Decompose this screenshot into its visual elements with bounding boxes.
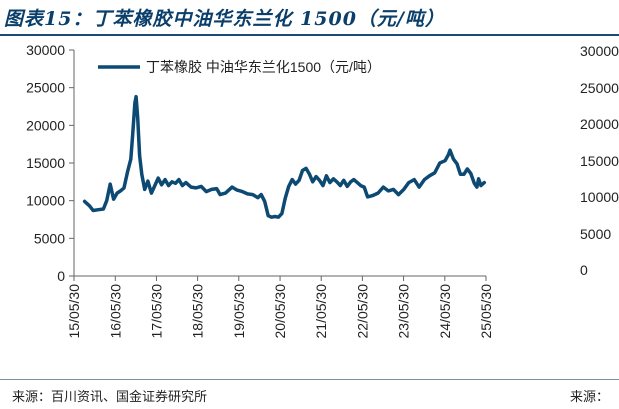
adjacent-chart-axis: 30000 25000 20000 15000 10000 5000 0: [580, 43, 619, 283]
y-tick-label: 20000: [26, 117, 65, 133]
adjacent-axis-label: 0: [580, 262, 588, 278]
x-tick-label: 22/05/30: [354, 284, 370, 339]
x-tick-label: 20/05/30: [272, 284, 288, 339]
x-tick-label: 19/05/30: [231, 284, 247, 339]
adjacent-axis-label: 20000: [580, 116, 619, 132]
adjacent-source-note: 来源：: [570, 390, 610, 405]
adjacent-axis-label: 15000: [580, 152, 619, 169]
x-tick-label: 24/05/30: [437, 284, 453, 339]
x-tick-label: 23/05/30: [396, 284, 412, 339]
y-axis: 0 5000 10000 15000 20000 25000 30000: [26, 42, 75, 284]
legend: 丁苯橡胶 中油华东兰化1500（元/吨）: [98, 59, 381, 75]
adjacent-axis-label: 5000: [580, 225, 612, 242]
y-tick-label: 30000: [26, 42, 65, 58]
x-tick-label: 21/05/30: [313, 284, 329, 339]
y-tick-label: 5000: [34, 230, 65, 246]
legend-label: 丁苯橡胶 中油华东兰化1500（元/吨）: [146, 59, 381, 75]
x-tick-label: 25/05/30: [478, 284, 494, 339]
y-tick-label: 15000: [26, 155, 65, 171]
adjacent-axis-label: 25000: [580, 79, 619, 96]
figure-title: 图表15：丁苯橡胶中油华东兰化 1500（元/吨）: [4, 8, 445, 30]
x-tick-label: 18/05/30: [190, 284, 206, 339]
x-tick-label: 15/05/30: [66, 284, 82, 339]
x-axis: 15/05/30 16/05/30 17/05/30 18/05/30 19/05/30…: [66, 275, 494, 339]
source-note: 来源：百川资讯、国金证券研究所: [12, 390, 208, 405]
adjacent-axis-label: 30000: [580, 43, 619, 59]
series-line: [82, 94, 487, 219]
source-rule: [0, 379, 619, 380]
y-tick-label: 0: [57, 268, 65, 284]
x-tick-label: 16/05/30: [107, 284, 123, 339]
title-rule: [0, 34, 619, 36]
y-tick-label: 25000: [26, 80, 65, 96]
adjacent-axis-label: 10000: [580, 189, 619, 205]
x-tick-label: 17/05/30: [148, 284, 164, 339]
y-tick-label: 10000: [26, 193, 65, 209]
